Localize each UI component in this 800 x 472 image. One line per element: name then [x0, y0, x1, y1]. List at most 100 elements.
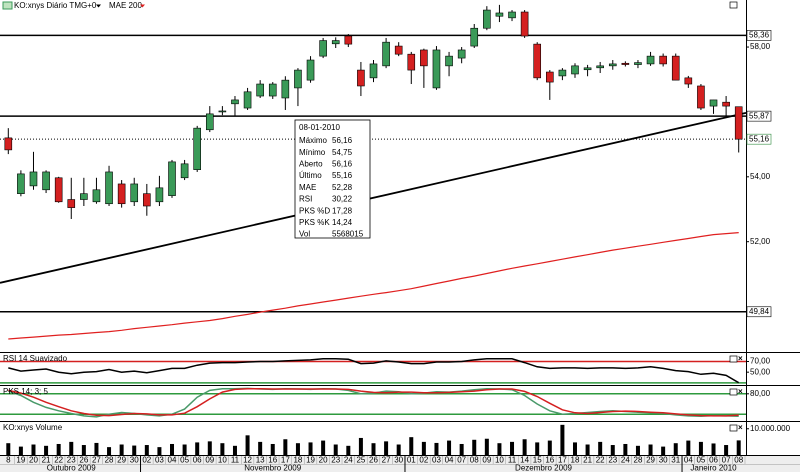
candle-body	[218, 110, 227, 113]
x-tick-label: 22	[596, 456, 605, 465]
candle-body	[697, 85, 705, 109]
tooltip-value: 17,28	[332, 206, 353, 215]
indicator-line	[8, 387, 739, 417]
y-tick-label: 54,00	[750, 172, 771, 181]
dropdown-arrow[interactable]	[96, 4, 101, 8]
window-button[interactable]	[729, 355, 738, 363]
panel-title[interactable]: RSI 14 Suavizado	[3, 354, 68, 363]
volume-bar	[497, 443, 502, 455]
candle-body	[344, 35, 353, 45]
x-tick-label: 09	[482, 456, 491, 465]
candle-body	[331, 40, 340, 45]
close-button[interactable]: ×	[738, 387, 743, 396]
candle-body	[205, 113, 214, 131]
tooltip-value: 56,16	[332, 136, 353, 145]
volume-bar	[81, 445, 86, 455]
volume-bar	[409, 437, 414, 455]
volume-bar	[648, 444, 653, 455]
tooltip-value: 54,75	[332, 148, 353, 157]
month-label: Janeiro 2010	[690, 464, 737, 472]
candle-body	[470, 27, 479, 47]
volume-bar	[333, 444, 338, 455]
close-button[interactable]: ×	[738, 423, 743, 432]
volume-bar	[384, 441, 389, 455]
tooltip-name: PKS %D	[299, 206, 330, 215]
candle-body	[646, 55, 655, 65]
x-tick-label: 07	[722, 456, 731, 465]
close-button[interactable]: ×	[738, 354, 743, 363]
candle-body	[684, 77, 693, 85]
candle-body	[420, 49, 428, 67]
tooltip-name: RSI	[299, 195, 312, 204]
x-tick-label: 27	[382, 456, 391, 465]
volume-bar	[371, 443, 376, 455]
panel-title[interactable]: KO:xnys Volume	[3, 423, 63, 432]
volume-bar	[396, 444, 401, 455]
panel-title[interactable]: PKS 14; 3; 5	[3, 387, 48, 396]
volume-bar	[119, 444, 124, 455]
candle-body	[394, 45, 403, 55]
candle-body	[382, 41, 390, 67]
volume-bar	[635, 445, 640, 455]
candle-body	[709, 99, 718, 107]
volume-bar	[31, 444, 36, 455]
candle-body	[407, 53, 416, 71]
tooltip-value: 5568015	[332, 230, 364, 239]
x-tick-label: 24	[621, 456, 630, 465]
volume-bar	[107, 447, 112, 455]
legend-label[interactable]: KO:xnys Diário TMG+0	[14, 1, 97, 10]
candle-body	[281, 79, 290, 99]
candle-body	[54, 177, 63, 203]
candle-body	[180, 163, 189, 179]
y-tick-label: 50,00	[750, 367, 771, 376]
x-tick-label: 03	[432, 456, 441, 465]
candle-body	[42, 171, 50, 191]
tooltip-name: Vol	[299, 230, 310, 239]
candle-body	[4, 137, 13, 151]
candle-body	[483, 9, 491, 29]
volume-bar	[585, 444, 590, 455]
dropdown-arrow[interactable]	[140, 4, 145, 8]
month-label: Dezembro 2009	[515, 464, 572, 472]
legend-icon[interactable]	[2, 1, 13, 10]
x-tick-label: 17	[281, 456, 290, 465]
last-price-label: 55,16	[749, 134, 770, 143]
volume-bar	[232, 445, 237, 455]
window-button[interactable]	[729, 388, 738, 396]
candle-body	[357, 69, 365, 87]
x-tick-label: 06	[193, 456, 202, 465]
level-label: 49,84	[749, 307, 770, 316]
volume-bar	[673, 443, 678, 455]
volume-bar	[661, 446, 666, 455]
x-tick-label: 07	[457, 456, 466, 465]
level-label: 55,87	[749, 111, 770, 120]
volume-bar	[6, 443, 11, 455]
tooltip-title: 08-01-2010	[299, 123, 340, 132]
candle-body	[256, 83, 264, 97]
y-tick-label: 58,00	[750, 42, 771, 51]
x-tick-label: 23	[331, 456, 340, 465]
window-button[interactable]	[729, 1, 738, 9]
tooltip-value: 14,24	[332, 218, 353, 227]
candle-body	[495, 12, 504, 17]
volume-bar	[283, 439, 288, 455]
volume-bar	[94, 442, 99, 455]
candle-body	[546, 71, 554, 83]
volume-bar	[182, 444, 187, 455]
candle-body	[67, 199, 76, 208]
x-tick-label: 02	[142, 456, 151, 465]
x-tick-label: 11	[231, 456, 240, 465]
legend-label[interactable]: MAE 200	[109, 1, 142, 10]
tooltip-name: PKS %K	[299, 218, 330, 227]
volume-bar	[447, 440, 452, 455]
window-button[interactable]	[729, 424, 738, 432]
x-tick-label: 21	[583, 456, 592, 465]
candle-body	[734, 106, 743, 140]
volume-bar	[295, 443, 300, 455]
candle-body	[117, 183, 126, 205]
x-tick-label: 03	[155, 456, 164, 465]
x-tick-label: 10	[495, 456, 504, 465]
x-tick-label: 17	[558, 456, 567, 465]
volume-bar	[623, 443, 628, 455]
